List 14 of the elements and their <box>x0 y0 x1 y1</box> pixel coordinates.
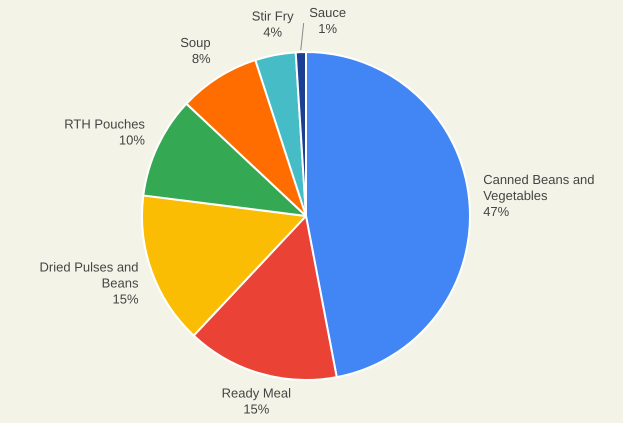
slice-label: Dried Pulses and Beans <box>40 259 140 290</box>
data-label: 4% <box>263 24 282 40</box>
slice-label: Stir Fry <box>252 8 294 24</box>
data-label: 15% <box>112 291 139 306</box>
data-label: 15% <box>243 401 270 416</box>
slice-label: RTH Pouches <box>64 116 146 132</box>
slice-label: Soup <box>180 35 211 50</box>
slice-label: Ready Meal <box>222 385 292 400</box>
data-label: 10% <box>118 132 146 148</box>
data-label: 47% <box>483 204 510 219</box>
slice-label: Canned Beans and Vegetables <box>483 172 595 203</box>
slice-label: Sauce <box>309 5 346 20</box>
data-label: 1% <box>318 21 338 36</box>
data-label: 8% <box>192 51 212 66</box>
